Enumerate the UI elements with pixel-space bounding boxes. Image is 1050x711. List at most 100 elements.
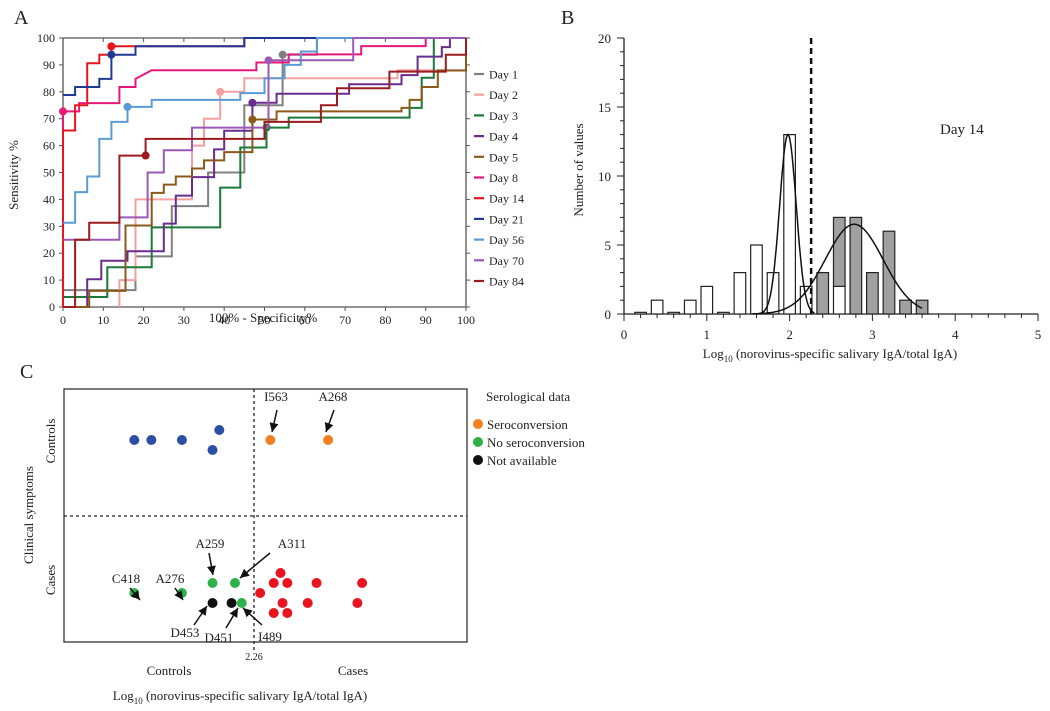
roc-axes: 0 10 20 30 40 50 60 70 80 90 100 0 10 20 30 40 50 60 70 80 9… [37,31,475,327]
histogram-bar-controls [832,285,846,315]
histogram-bar-cases [866,272,879,315]
point-label-i489: I489 [258,629,282,644]
data-point [282,578,293,588]
y-category-cases: Cases [43,565,58,595]
legend-label: Day 70 [489,254,524,268]
cutoff-label: 2.26 [245,652,263,663]
data-point-d451 [226,598,237,608]
legend-label: Not available [487,453,557,468]
y-tick-label: 60 [43,139,55,153]
x-tick-label: 3 [869,327,876,342]
legend-title: Serological data [486,389,570,404]
point-label-a311: A311 [278,536,306,551]
data-point-i563 [265,435,276,445]
data-point [146,435,157,445]
x-tick-label: 40 [218,313,230,327]
x-tick-label: 80 [379,313,391,327]
y-tick-label: 30 [43,219,55,233]
point-label-c418: C418 [112,571,140,586]
point-label-arrow [193,605,208,626]
histogram-x-axis-label: Log10 (norovirus-specific salivary IgA/t… [703,346,958,364]
data-point [214,425,225,435]
y-tick-label: 90 [43,58,55,72]
data-point-d453 [207,598,218,608]
x-tick-label: 2 [786,327,793,342]
x-tick-label: 60 [299,313,311,327]
xlabel-sub: 10 [724,354,734,364]
legend-label: Day 5 [489,150,518,164]
legend-label: Day 14 [489,192,524,206]
legend-label: Day 4 [489,130,518,144]
y-tick-label: 20 [598,31,611,46]
y-tick-label: 50 [43,166,55,180]
point-label-arrow [269,409,279,433]
xlabel-log: Log [703,346,724,361]
y-tick-label: 40 [43,192,55,206]
data-point-a311 [229,578,240,588]
x-tick-label: 50 [259,313,271,327]
xlabel-rest: (norovirus-specific salivary IgA/total I… [143,688,368,703]
data-point [268,608,279,618]
roc-y-axis-label: Sensitivity % [6,140,21,210]
roc-x-axis-label: 100% - Specificity% [209,310,317,325]
x-tick-label: 70 [339,313,351,327]
legend-label: Day 8 [489,171,518,185]
scatter-point-labels: I563 A268 C418 A276 A259 A311 D453 D451 I489 [112,389,348,645]
scatter-y-axis-label: Clinical symptoms [21,466,36,564]
histogram-bar-cases [915,299,929,315]
x-tick-label: 1 [704,327,711,342]
data-point-a268 [323,435,334,445]
point-label-arrow [129,587,141,601]
roc-curve-day-2 [118,69,466,307]
x-category-cases: Cases [338,663,368,678]
histogram-bar-cases [899,299,912,315]
gaussian-fit-cases [752,223,923,315]
y-tick-label: 10 [598,169,611,184]
histogram-bar-cases [816,272,830,315]
data-point [255,588,266,598]
data-point-a259 [207,578,218,588]
roc-curve-day-4 [63,37,466,308]
point-label-i563: I563 [264,389,288,404]
legend-label: No seroconversion [487,435,585,450]
x-category-controls: Controls [147,663,192,678]
roc-marker-day-14 [107,42,116,51]
roc-marker-day-8 [59,107,67,116]
histogram-bar-cases [832,216,846,287]
histogram-bar-controls [733,272,747,315]
legend-label: Day 21 [489,212,524,226]
data-point [311,578,322,588]
point-label-arrow [324,409,335,433]
histogram-bar-controls [683,299,697,315]
y-category-controls: Controls [43,419,58,464]
roc-curves [59,37,467,308]
x-tick-label: 10 [97,313,109,327]
roc-curve-day-21 [63,37,466,96]
histogram-bar-controls [716,311,730,315]
legend-label: Day 2 [489,88,518,102]
histogram-bar-controls [634,311,647,315]
histogram-bar-controls [650,299,664,315]
panel-letter-a: A [14,7,29,29]
legend-marker [473,437,483,447]
data-point [302,598,313,608]
histogram-y-axis-label: Number of values [571,123,586,216]
data-point [352,598,363,608]
y-tick-label: 10 [43,273,55,287]
histogram-bar-controls [750,244,763,315]
roc-marker-day-1 [278,50,287,59]
histogram-bar-cases [849,216,863,315]
scatter-legend: Seroconversion No seroconversion Not avail… [473,417,585,468]
legend-marker [473,455,483,465]
data-point [268,578,279,588]
xlabel-rest: (norovirus-specific salivary IgA/total I… [733,346,958,361]
data-point [129,435,140,445]
histogram-bar-cases [882,230,896,315]
data-point [275,568,286,578]
xlabel-sub: 10 [134,696,144,706]
roc-marker-day-56 [123,102,132,111]
data-point [207,445,218,455]
point-label-a268: A268 [319,389,348,404]
point-label-arrow [242,607,263,626]
